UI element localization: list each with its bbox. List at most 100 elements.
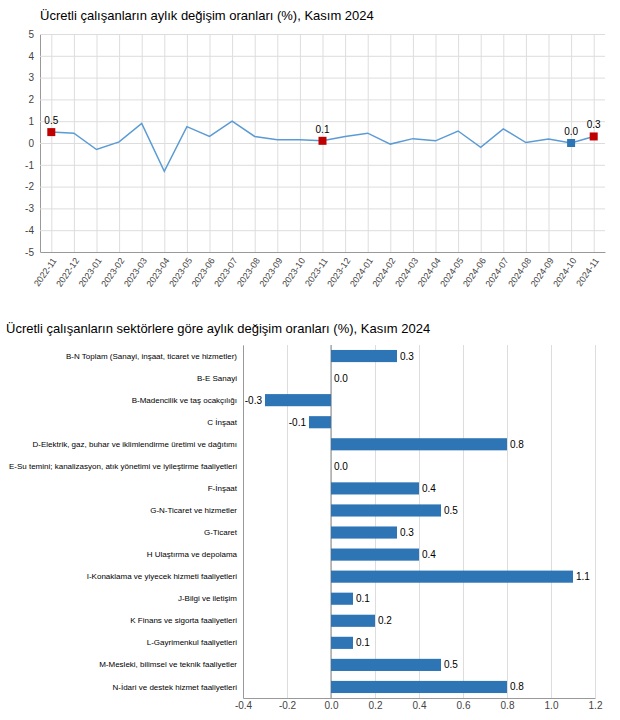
bar [309, 416, 331, 428]
tick-label: 0.6 [457, 700, 471, 711]
tick: 5 [28, 29, 605, 40]
tick: 3 [28, 72, 605, 83]
bar [331, 659, 441, 671]
data-label: 0.2 [378, 615, 392, 626]
x-axis: 2022-112022-122023-012023-022023-032023-… [32, 34, 606, 289]
grid-line [119, 34, 120, 252]
grid-line [551, 345, 552, 698]
tick: B-Madencilik ve taş ocakçılığı [132, 396, 237, 405]
highlight-marker [319, 137, 327, 145]
category-label: N-İdari ve destek hizmet faaliyetleri [113, 683, 238, 692]
tick: 1.0 [545, 345, 559, 711]
tick-label: -0.2 [279, 700, 297, 711]
tick: J-Bilgi ve iletişim [178, 594, 237, 603]
tick-label: 1.0 [545, 700, 559, 711]
data-label: -0.3 [245, 395, 263, 406]
grid-line [142, 34, 143, 252]
tick: 2023-06 [190, 34, 217, 289]
tick-label: 0.2 [369, 700, 383, 711]
grid-line [503, 34, 504, 252]
category-label: C İnşaat [207, 418, 238, 427]
tick: 2023-11 [303, 34, 330, 288]
grid-line [481, 34, 482, 252]
highlight-marker [590, 132, 598, 140]
grid-line [300, 34, 301, 252]
grid-line [40, 252, 605, 253]
grid-line [187, 34, 188, 252]
axis-line [41, 252, 606, 253]
data-label: 0.3 [400, 527, 414, 538]
tick: 2023-04 [145, 34, 172, 289]
tick-label: 3 [28, 72, 34, 83]
data-label: 0.4 [422, 483, 436, 494]
grid-line [595, 345, 596, 698]
category-label: G-Ticaret [204, 528, 238, 537]
grid-line [413, 34, 414, 252]
tick: H Ulaştırma ve depolama [147, 550, 238, 559]
grid-line [277, 34, 278, 252]
highlight-marker [567, 139, 575, 147]
tick: E-Su temini; kanalizasyon, atık yönetimi… [9, 462, 237, 471]
bar [331, 593, 353, 605]
tick: 2024-11 [574, 34, 601, 288]
tick: 2024-06 [461, 34, 488, 289]
grid-line [458, 34, 459, 252]
tick: 2024-01 [348, 34, 375, 289]
tick-label: 5 [28, 29, 34, 40]
bar [331, 438, 507, 450]
data-label: 0.4 [422, 549, 436, 560]
category-label: J-Bilgi ve iletişim [178, 594, 237, 603]
grid-line [463, 345, 464, 698]
category-axis: B-N Toplam (Sanayi, inşaat, ticaret ve h… [9, 346, 244, 699]
grid-line [368, 34, 369, 252]
tick: 2024-09 [529, 34, 556, 289]
tick-label: 2023-10 [280, 256, 307, 289]
data-label: 0.1 [356, 637, 370, 648]
tick-label: -4 [25, 225, 34, 236]
tick: -2 [25, 181, 605, 192]
tick-label: 1.2 [589, 700, 603, 711]
data-label: 0.5 [444, 659, 458, 670]
tick: 2 [28, 94, 605, 105]
tick: L-Gayrimenkul faaliyetleri [147, 638, 237, 647]
grid-line [436, 34, 437, 252]
data-label: 0.0 [334, 461, 348, 472]
tick: 2022-12 [54, 34, 81, 289]
tick-label: -2 [25, 181, 34, 192]
data-label: 0.8 [510, 681, 524, 692]
y-axis: -5-4-3-2-1012345 [25, 29, 605, 258]
data-label: -0.1 [289, 417, 307, 428]
grid-line [51, 34, 52, 252]
category-label: F-İnşaat [208, 484, 238, 493]
tick-label: 0.4 [413, 700, 427, 711]
tick: 2024-03 [393, 34, 420, 289]
tick: 2022-11 [32, 34, 59, 288]
grid-line [164, 34, 165, 252]
tick-label: -3 [25, 203, 34, 214]
grid-line [232, 34, 233, 252]
tick: F-İnşaat [208, 484, 238, 493]
plot-area [265, 345, 573, 698]
bar [265, 394, 331, 406]
category-label: I-Konaklama ve yiyecek hizmeti faaliyetl… [87, 572, 238, 581]
tick: -5 [25, 247, 605, 258]
bar [331, 549, 419, 561]
tick-label: -0.4 [235, 700, 253, 711]
tick: 2023-03 [122, 34, 149, 289]
bar [331, 615, 375, 627]
tick: 2023-01 [77, 34, 104, 289]
bar [331, 460, 332, 472]
tick: 2023-09 [258, 34, 285, 289]
bar [331, 637, 353, 649]
tick: G-Ticaret [204, 528, 238, 537]
bar [331, 526, 397, 538]
annotation: 0.0 [564, 126, 578, 137]
bar [331, 372, 332, 384]
tick: 2023-02 [99, 34, 126, 289]
tick-label: -1 [25, 160, 34, 171]
data-label: 0.1 [356, 593, 370, 604]
category-label: B-Madencilik ve taş ocakçılığı [132, 396, 237, 405]
tick-label: 0.0 [325, 700, 339, 711]
tick-label: -5 [25, 247, 34, 258]
category-label: B-N Toplam (Sanayi, inşaat, ticaret ve h… [66, 352, 237, 361]
